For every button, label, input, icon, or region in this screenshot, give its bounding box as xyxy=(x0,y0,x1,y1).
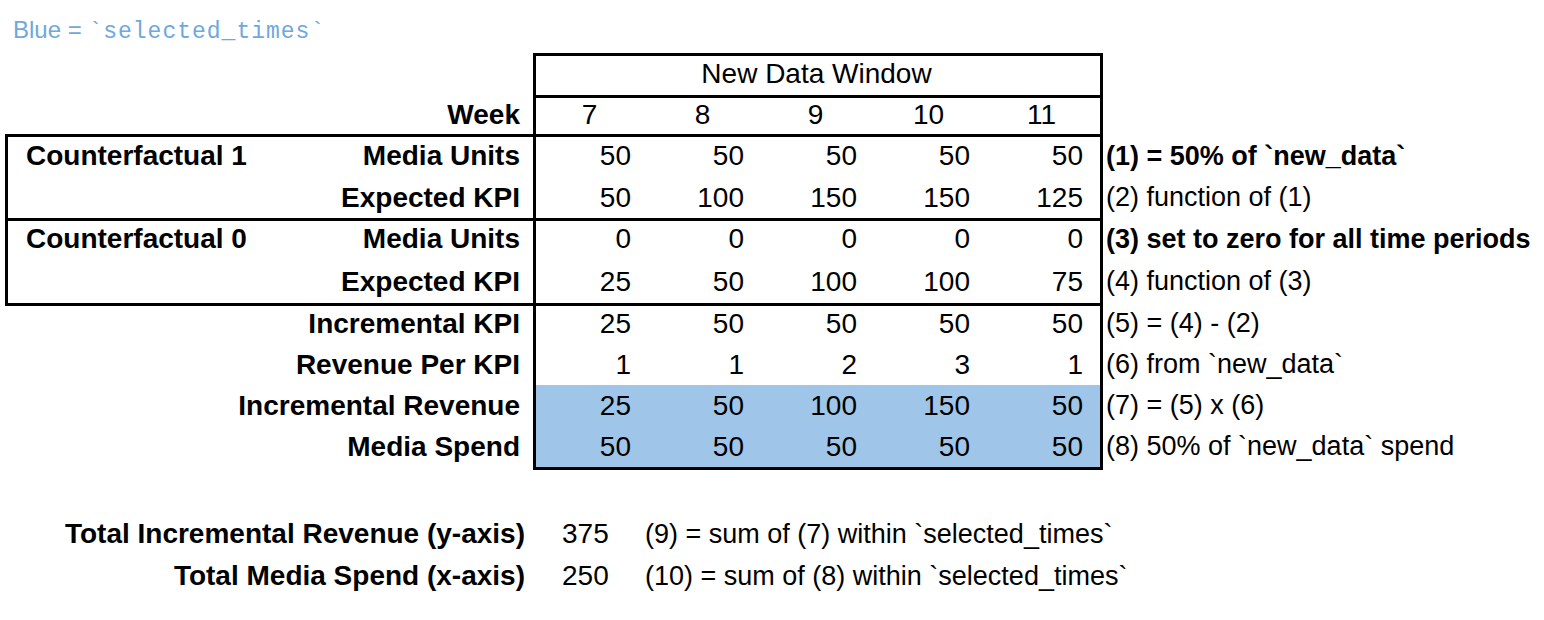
figure-canvas: Blue = `selected_times` New Data Window … xyxy=(0,0,1544,620)
row-label: Incremental Revenue xyxy=(0,385,520,426)
data-cell: 50 xyxy=(985,135,1098,177)
data-cell: 2 xyxy=(759,344,872,385)
table-border-line xyxy=(1100,53,1103,470)
row-annotation: (4) function of (3) xyxy=(1106,260,1312,303)
new-data-window-header: New Data Window xyxy=(533,53,1100,95)
data-cell: 125 xyxy=(985,177,1098,218)
table-border-line xyxy=(533,467,1103,470)
data-cell: 50 xyxy=(872,303,985,344)
week-cell: 9 xyxy=(759,95,872,135)
total-media-spend-value: 250 xyxy=(562,555,609,597)
data-cell: 50 xyxy=(759,426,872,467)
data-cell: 50 xyxy=(646,135,759,177)
row-label: Revenue Per KPI xyxy=(0,344,520,385)
row-annotation: (6) from `new_data` xyxy=(1106,344,1343,385)
data-cell: 50 xyxy=(533,426,646,467)
data-cell: 100 xyxy=(759,260,872,303)
row-annotation: (1) = 50% of `new_data` xyxy=(1106,135,1405,177)
week-cell: 11 xyxy=(985,95,1098,135)
data-cell: 50 xyxy=(646,260,759,303)
data-cell: 50 xyxy=(533,135,646,177)
data-cell: 50 xyxy=(646,303,759,344)
total-incremental-revenue-row: Total Incremental Revenue (y-axis) 375 (… xyxy=(0,513,1544,555)
row-label: Media Spend xyxy=(0,426,520,467)
data-cell: 50 xyxy=(759,135,872,177)
row-label: Expected KPI xyxy=(0,260,520,303)
total-media-spend-label: Total Media Spend (x-axis) xyxy=(0,555,525,597)
data-cell: 50 xyxy=(533,177,646,218)
data-cell: 50 xyxy=(872,135,985,177)
data-cell: 150 xyxy=(872,177,985,218)
data-cell: 25 xyxy=(533,303,646,344)
data-cell: 50 xyxy=(985,385,1098,426)
data-cell: 50 xyxy=(646,426,759,467)
total-incremental-revenue-label: Total Incremental Revenue (y-axis) xyxy=(0,513,525,555)
total-incremental-revenue-value: 375 xyxy=(562,513,609,555)
week-cell: 10 xyxy=(872,95,985,135)
data-cell: 50 xyxy=(646,385,759,426)
row-label: Incremental KPI xyxy=(0,303,520,344)
data-cell: 50 xyxy=(985,303,1098,344)
row-label: Media Units xyxy=(0,218,520,260)
data-cell: 1 xyxy=(533,344,646,385)
data-cell: 100 xyxy=(646,177,759,218)
row-annotation: (8) 50% of `new_data` spend xyxy=(1106,426,1454,467)
data-cell: 0 xyxy=(759,218,872,260)
row-annotation: (7) = (5) x (6) xyxy=(1106,385,1264,426)
week-cell: 8 xyxy=(646,95,759,135)
data-cell: 0 xyxy=(985,218,1098,260)
data-cell: 0 xyxy=(872,218,985,260)
total-media-spend-row: Total Media Spend (x-axis) 250 (10) = su… xyxy=(0,555,1544,597)
legend-text: Blue = xyxy=(13,16,88,43)
legend-code: `selected_times` xyxy=(88,19,325,45)
data-cell: 150 xyxy=(759,177,872,218)
data-cell: 25 xyxy=(533,260,646,303)
total-incremental-revenue-annotation: (9) = sum of (7) within `selected_times` xyxy=(645,513,1112,555)
row-label: Expected KPI xyxy=(0,177,520,218)
row-annotation: (5) = (4) - (2) xyxy=(1106,303,1260,344)
row-annotation: (2) function of (1) xyxy=(1106,177,1312,218)
data-cell: 75 xyxy=(985,260,1098,303)
data-cell: 50 xyxy=(759,303,872,344)
data-cell: 1 xyxy=(985,344,1098,385)
data-cell: 50 xyxy=(985,426,1098,467)
row-annotation: (3) set to zero for all time periods xyxy=(1106,218,1531,260)
data-cell: 3 xyxy=(872,344,985,385)
data-cell: 0 xyxy=(646,218,759,260)
week-label: Week xyxy=(0,95,520,135)
total-media-spend-annotation: (10) = sum of (8) within `selected_times… xyxy=(645,555,1127,597)
data-cell: 100 xyxy=(759,385,872,426)
row-label: Media Units xyxy=(0,135,520,177)
data-cell: 25 xyxy=(533,385,646,426)
data-cell: 100 xyxy=(872,260,985,303)
data-cell: 150 xyxy=(872,385,985,426)
week-cell: 7 xyxy=(533,95,646,135)
legend: Blue = `selected_times` xyxy=(13,16,325,45)
data-cell: 50 xyxy=(872,426,985,467)
data-cell: 1 xyxy=(646,344,759,385)
data-cell: 0 xyxy=(533,218,646,260)
